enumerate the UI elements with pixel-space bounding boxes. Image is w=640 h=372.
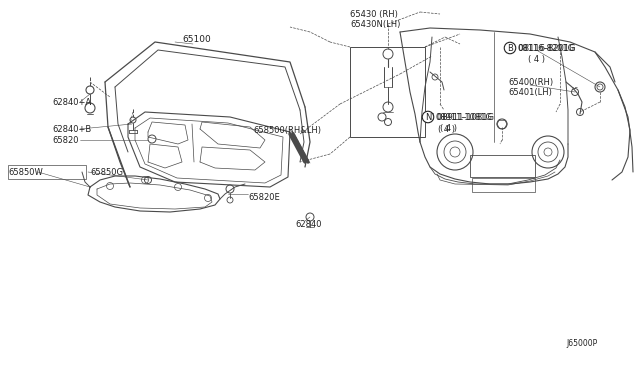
Text: 65430N(LH): 65430N(LH) xyxy=(350,19,401,29)
Text: ( 4 ): ( 4 ) xyxy=(438,125,455,134)
Text: 65850W: 65850W xyxy=(8,167,43,176)
Text: 65430 (RH): 65430 (RH) xyxy=(350,10,398,19)
Text: N: N xyxy=(425,112,431,122)
Text: 08116-8201G: 08116-8201G xyxy=(518,44,575,52)
Text: 62840: 62840 xyxy=(295,219,321,228)
Text: B 08116-8201G: B 08116-8201G xyxy=(510,44,575,52)
Bar xyxy=(8,165,86,179)
Text: N 08911-1081G: N 08911-1081G xyxy=(428,112,494,122)
Text: B: B xyxy=(507,44,513,52)
Text: 65100: 65100 xyxy=(182,35,211,44)
Text: 65400(RH): 65400(RH) xyxy=(508,77,553,87)
Text: 65401(LH): 65401(LH) xyxy=(508,87,552,96)
Text: 65820: 65820 xyxy=(52,135,79,144)
Text: 65850G: 65850G xyxy=(90,167,123,176)
Text: 658500(RH&LH): 658500(RH&LH) xyxy=(253,125,321,135)
Text: J65000P: J65000P xyxy=(566,340,597,349)
Bar xyxy=(350,47,425,137)
Text: 62840+B: 62840+B xyxy=(52,125,92,134)
Text: ( 4 ): ( 4 ) xyxy=(528,55,545,64)
Text: 65820E: 65820E xyxy=(248,192,280,202)
Bar xyxy=(470,155,535,177)
Text: 62840+A: 62840+A xyxy=(52,97,91,106)
Bar xyxy=(472,178,535,192)
Text: 08911-1081G: 08911-1081G xyxy=(436,112,493,122)
Text: ( 4 ): ( 4 ) xyxy=(440,124,457,132)
